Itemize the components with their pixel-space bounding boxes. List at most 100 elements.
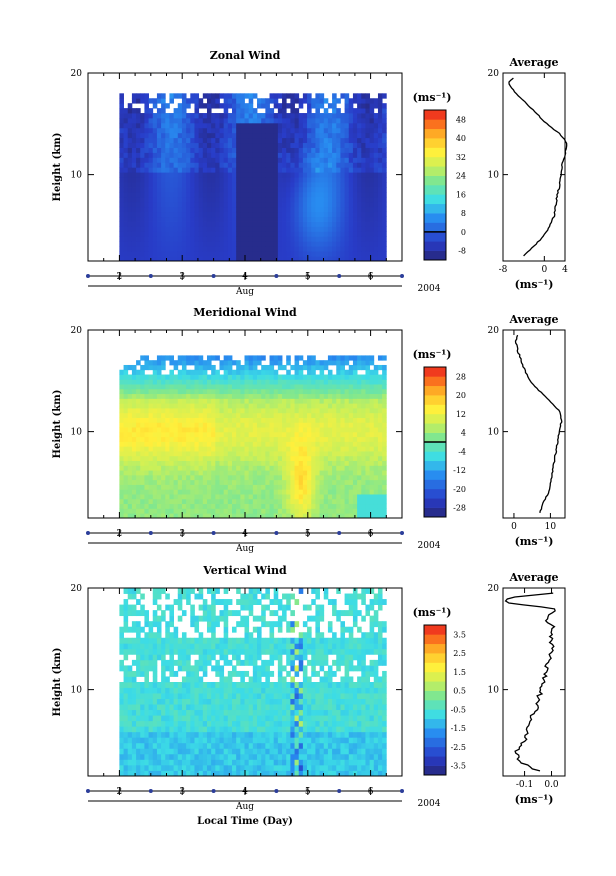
heatmap-cell	[119, 137, 124, 144]
heatmap-cell	[369, 408, 375, 414]
heatmap-cell	[223, 460, 229, 466]
heatmap-cell	[173, 108, 179, 114]
heatmap-cell	[340, 436, 345, 442]
heatmap-cell	[123, 384, 129, 390]
heatmap-cell	[248, 206, 254, 213]
heatmap-cell	[344, 508, 350, 514]
heatmap-cell	[252, 384, 258, 390]
heatmap-cell	[219, 446, 225, 452]
heatmap-cell	[194, 256, 200, 262]
heatmap-cell	[136, 241, 141, 247]
heatmap-cell	[244, 182, 250, 188]
heatmap-cell	[344, 460, 350, 466]
heatmap-cell	[252, 484, 258, 490]
heatmap-cell	[232, 503, 237, 509]
heatmap-cell	[382, 508, 387, 514]
heatmap-cell	[127, 122, 133, 129]
heatmap-cell	[307, 251, 312, 257]
heatmap-cell	[136, 665, 141, 672]
heatmap-cell	[227, 142, 233, 148]
heatmap-cell	[307, 431, 312, 438]
heatmap-cell	[261, 206, 266, 213]
heatmap-cell	[202, 142, 208, 148]
heatmap-cell	[194, 508, 200, 514]
heatmap-cell	[277, 360, 283, 366]
heatmap-cell	[269, 236, 275, 242]
heatmap-cell	[261, 393, 266, 399]
heatmap-cell	[206, 355, 212, 361]
heatmap-cell	[348, 132, 354, 139]
heatmap-cell	[298, 137, 304, 144]
heatmap-cell	[136, 162, 141, 168]
heatmap-cell	[161, 687, 166, 694]
heatmap-cell	[194, 177, 200, 183]
heatmap-cell	[131, 172, 137, 178]
heatmap-cell	[181, 393, 187, 399]
heatmap-cell	[177, 231, 183, 237]
heatmap-cell	[240, 369, 245, 375]
heatmap-cell	[286, 177, 291, 183]
heatmap-cell	[286, 494, 291, 500]
heatmap-cell	[136, 427, 141, 433]
heatmap-cell	[211, 369, 216, 375]
heatmap-cell	[119, 167, 124, 173]
heatmap-cell	[173, 693, 179, 699]
heatmap-cell	[257, 498, 262, 505]
heatmap-cell	[165, 132, 170, 139]
heatmap-cell	[240, 364, 245, 371]
heatmap-cell	[177, 494, 183, 500]
heatmap-cell	[286, 167, 291, 173]
heatmap-cell	[161, 206, 166, 213]
heatmap-cell	[148, 659, 154, 666]
heatmap-cell	[219, 374, 225, 380]
heatmap-cell	[123, 147, 129, 153]
heatmap-cell	[365, 157, 371, 163]
heatmap-cell	[131, 162, 137, 168]
heatmap-cell	[327, 460, 333, 466]
heatmap-cell	[315, 221, 320, 227]
heatmap-cell	[198, 764, 204, 771]
heatmap-cell	[173, 489, 179, 495]
heatmap-cell	[273, 369, 279, 375]
heatmap-cell	[186, 737, 191, 744]
heatmap-cell	[261, 157, 266, 163]
heatmap-cell	[211, 157, 216, 163]
heatmap-cell	[119, 132, 124, 139]
heatmap-cell	[161, 216, 166, 222]
heatmap-cell	[357, 108, 362, 114]
heatmap-cell	[181, 152, 187, 158]
heatmap-cell	[131, 379, 137, 385]
heatmap-cell	[252, 226, 258, 232]
colorbar-tick-label: 32	[456, 153, 466, 162]
heatmap-cell	[161, 388, 166, 395]
heatmap-cell	[119, 503, 124, 509]
heatmap-cell	[382, 206, 387, 213]
heatmap-cell	[248, 103, 254, 109]
heatmap-cell	[127, 142, 133, 148]
heatmap-cell	[161, 748, 166, 755]
heatmap-cell	[177, 446, 183, 452]
heatmap-cell	[186, 709, 191, 716]
heatmap-cell	[181, 355, 187, 361]
heatmap-cell	[365, 379, 371, 385]
heatmap-cell	[307, 127, 312, 134]
heatmap-cell	[277, 412, 283, 418]
heatmap-cell	[311, 191, 316, 198]
heatmap-cell	[240, 113, 245, 119]
heatmap-cell	[148, 216, 154, 222]
heatmap-cell	[298, 364, 304, 371]
heatmap-cell	[369, 489, 375, 495]
heatmap-cell	[131, 241, 137, 247]
heatmap-cell	[298, 211, 304, 218]
heatmap-cell	[336, 403, 341, 409]
heatmap-cell	[244, 465, 250, 471]
heatmap-cell	[123, 693, 129, 699]
heatmap-cell	[323, 113, 329, 119]
heatmap-cell	[361, 489, 366, 495]
heatmap-cell	[282, 177, 287, 183]
heatmap-cell	[119, 637, 124, 644]
heatmap-cell	[198, 379, 204, 385]
heatmap-cell	[127, 408, 133, 414]
heatmap-cell	[123, 108, 129, 114]
heatmap-cell	[227, 417, 233, 423]
